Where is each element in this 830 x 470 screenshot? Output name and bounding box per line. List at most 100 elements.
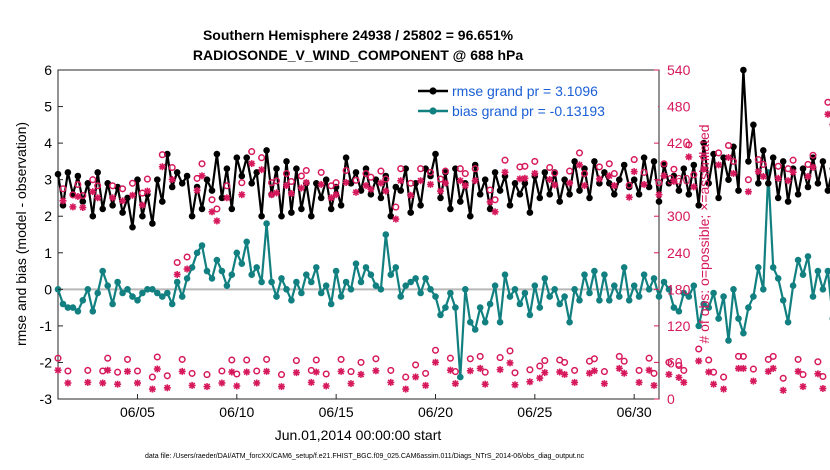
bias-point <box>655 293 663 300</box>
obs-assimilated-stroke <box>596 175 603 183</box>
bias-point <box>630 282 638 290</box>
rmse-point <box>457 198 464 205</box>
obs-assimilated-marker <box>744 188 752 196</box>
bias-point <box>471 326 479 333</box>
obs-assimilated-stroke <box>472 177 479 184</box>
bias-point <box>571 286 578 293</box>
obs-assimilated-stroke <box>417 177 424 184</box>
rmse-point <box>705 180 712 187</box>
bias-point <box>99 267 106 275</box>
obs-assimilated-marker <box>759 172 767 180</box>
bias-line <box>56 171 830 379</box>
bias-point <box>536 304 544 311</box>
obs-assimilated-marker <box>441 179 449 187</box>
obs-possible-marker <box>441 167 449 175</box>
rmse-point <box>402 165 410 172</box>
obs-possible-marker <box>362 170 370 178</box>
obs-assimilated-stroke <box>745 188 752 195</box>
obs-possible-marker <box>481 368 489 376</box>
obs-assimilated-stroke <box>382 187 389 195</box>
obs-possible-marker <box>277 371 286 379</box>
bias-point <box>337 293 345 300</box>
bias-point <box>149 286 156 293</box>
bias-point <box>745 304 752 311</box>
bias-point <box>725 337 732 344</box>
obs-possible-marker <box>367 173 375 181</box>
rmse-point <box>188 212 196 220</box>
bias-point <box>665 286 673 293</box>
bias-point <box>228 271 236 279</box>
obs-assimilated-marker <box>511 381 519 389</box>
obs-assimilated-marker <box>392 215 400 223</box>
rmse-point <box>740 66 747 74</box>
obs-assimilated-stroke <box>114 381 121 388</box>
obs-assimilated-marker <box>456 177 464 185</box>
legend-bias-marker <box>429 107 437 115</box>
obs-assimilated-marker <box>168 176 176 183</box>
bias-point <box>635 293 643 300</box>
obs-possible-marker <box>759 160 767 168</box>
obs-assimilated-marker <box>451 380 459 388</box>
obs-assimilated-stroke <box>765 368 772 375</box>
obs-assimilated-marker <box>630 168 638 176</box>
obs-possible-marker <box>223 182 231 190</box>
obs-assimilated-marker <box>471 177 479 185</box>
obs-assimilated-stroke <box>819 385 827 392</box>
obs-assimilated-stroke <box>755 168 762 175</box>
obs-possible-marker <box>799 371 807 379</box>
bias-point <box>511 286 519 293</box>
rmse-point <box>720 154 727 161</box>
obs-possible-marker <box>541 357 549 365</box>
x-axis-label: Jun.01,2014 00:00:00 start <box>275 427 442 443</box>
rmse-point <box>760 147 767 154</box>
obs-assimilated-stroke <box>794 368 802 375</box>
rmse-point <box>99 205 106 213</box>
plot-area <box>57 69 660 400</box>
obs-possible-marker <box>814 358 822 366</box>
obs-possible-marker <box>123 355 132 363</box>
bias-point <box>695 322 702 330</box>
rmse-point <box>616 176 623 183</box>
rmse-point <box>392 183 400 191</box>
bias-point <box>620 264 628 271</box>
obs-assimilated-stroke <box>169 176 176 183</box>
rmse-point <box>407 209 415 216</box>
obs-assimilated-stroke <box>303 179 310 186</box>
y-tick-label: 2 <box>44 208 52 224</box>
bias-point <box>506 293 514 300</box>
rmse-point <box>317 194 325 202</box>
obs-assimilated-stroke <box>670 178 678 185</box>
bias-point <box>645 286 653 293</box>
obs-possible-marker <box>213 205 221 213</box>
rmse-point <box>635 191 643 198</box>
rmse-point <box>645 183 653 191</box>
obs-assimilated-marker <box>203 383 211 391</box>
obs-assimilated-stroke <box>685 153 692 161</box>
obs-assimilated-stroke <box>193 187 201 194</box>
rmse-point <box>491 169 499 176</box>
bias-point <box>437 311 444 319</box>
bias-point <box>308 278 315 286</box>
obs-assimilated-stroke <box>159 163 166 170</box>
bias-point <box>606 297 613 304</box>
bias-point <box>208 275 216 282</box>
rmse-point <box>571 158 578 165</box>
obs-possible-marker <box>377 167 385 175</box>
obs-assimilated-marker <box>789 168 797 176</box>
obs-assimilated-marker <box>129 191 136 199</box>
obs-possible-marker <box>387 366 395 374</box>
bias-point <box>814 267 822 275</box>
rmse-point <box>556 198 563 205</box>
bias-point <box>84 286 92 293</box>
rmse-point <box>218 194 226 202</box>
rmse-point <box>283 158 290 165</box>
rmse-point <box>223 165 231 172</box>
rmse-point <box>467 212 474 220</box>
obs-assimilated-stroke <box>372 367 380 374</box>
x-tick-label: 06/05 <box>120 404 155 420</box>
obs-assimilated-marker <box>809 163 817 171</box>
obs-possible-marker <box>287 177 295 186</box>
obs-possible-marker <box>824 98 830 106</box>
bias-point <box>342 278 350 286</box>
